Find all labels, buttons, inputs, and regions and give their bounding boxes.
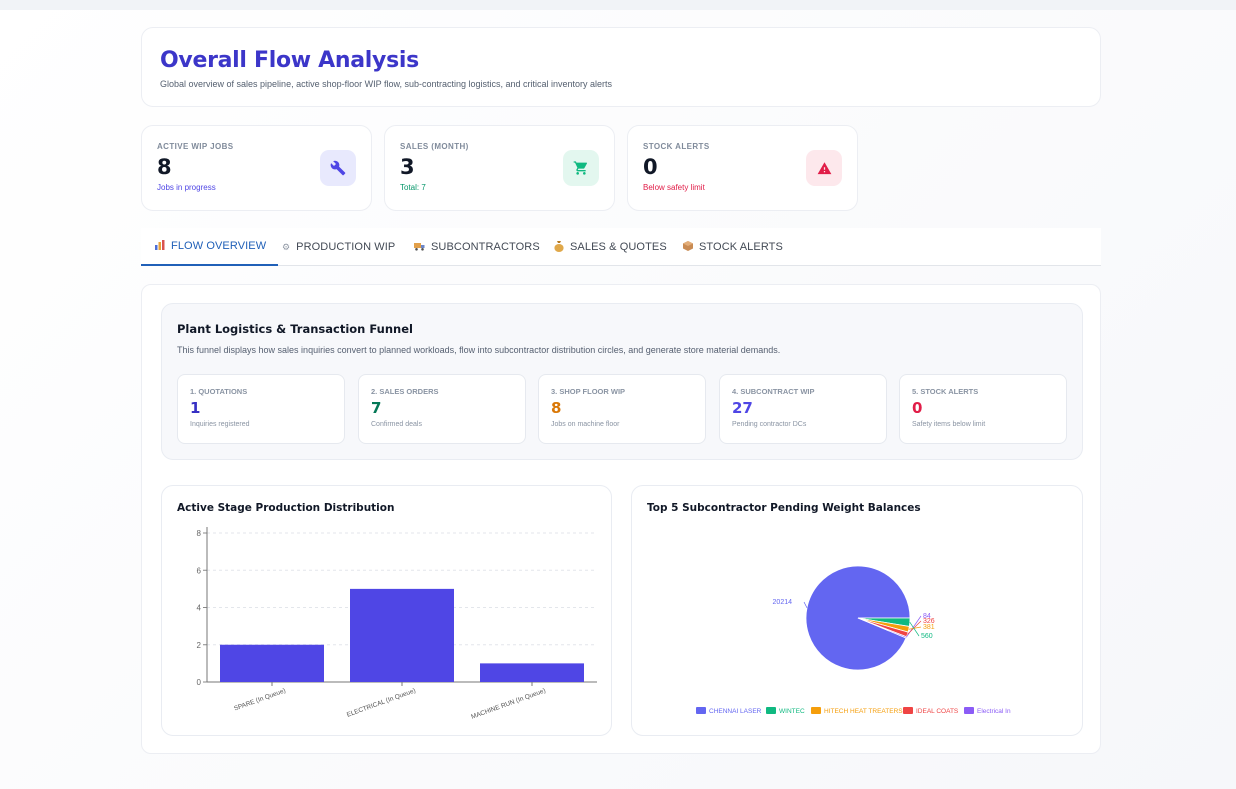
funnel-title: Plant Logistics & Transaction Funnel bbox=[177, 322, 413, 336]
truck-icon bbox=[414, 242, 425, 253]
slice-label-line bbox=[905, 615, 922, 638]
y-tick-label: 2 bbox=[197, 641, 202, 650]
slice-label-line bbox=[907, 620, 922, 635]
legend-label: IDEAL COATS bbox=[916, 708, 959, 715]
tab-sales-quotes[interactable]: SALES & QUOTES bbox=[554, 228, 667, 266]
kpi-card-sales: SALES (MONTH) 3 Total: 7 bbox=[384, 125, 615, 211]
funnel-stage-stock-alerts: 5. STOCK ALERTS 0 Safety items below lim… bbox=[899, 374, 1067, 444]
flow-overview-panel: Plant Logistics & Transaction Funnel Thi… bbox=[141, 284, 1101, 754]
funnel-stage-quotations: 1. QUOTATIONS 1 Inquiries registered bbox=[177, 374, 345, 444]
legend-swatch bbox=[696, 707, 706, 714]
slice-label-line bbox=[803, 601, 808, 608]
money-bag-icon bbox=[554, 240, 564, 254]
kpi-note: Below safety limit bbox=[643, 183, 705, 192]
stage-note: Jobs on machine floor bbox=[551, 421, 620, 428]
tab-label: SUBCONTRACTORS bbox=[431, 241, 540, 253]
stage-label: 4. SUBCONTRACT WIP bbox=[732, 387, 815, 396]
x-tick-label: MACHINE RUN (In Queue) bbox=[470, 687, 546, 721]
tab-stock-alerts[interactable]: STOCK ALERTS bbox=[683, 228, 783, 266]
kpi-value: 3 bbox=[400, 155, 415, 179]
pie-chart-card: Top 5 Subcontractor Pending Weight Balan… bbox=[631, 485, 1083, 736]
kpi-note: Jobs in progress bbox=[157, 183, 216, 192]
legend-swatch bbox=[964, 707, 974, 714]
page-subtitle: Global overview of sales pipeline, activ… bbox=[160, 79, 613, 89]
bar-chart: 0 2 4 6 8 SPARE (In Queue) ELECTRICAL (In Queu… bbox=[197, 527, 597, 721]
slice-value-label: 20214 bbox=[773, 599, 793, 606]
slice-label-line bbox=[908, 626, 922, 630]
slice-value-label: 84 bbox=[923, 613, 931, 620]
bar bbox=[220, 644, 324, 682]
legend-label: HITECH HEAT TREATERS bbox=[824, 708, 903, 715]
page-title: Overall Flow Analysis bbox=[160, 48, 419, 73]
bar-chart-title: Active Stage Production Distribution bbox=[177, 502, 395, 514]
y-tick-label: 0 bbox=[197, 678, 202, 687]
stage-label: 5. STOCK ALERTS bbox=[912, 387, 979, 396]
x-tick-label: ELECTRICAL (In Queue) bbox=[346, 687, 417, 718]
kpi-card-stock-alerts: STOCK ALERTS 0 Below safety limit bbox=[627, 125, 858, 211]
slice-value-label: 326 bbox=[923, 618, 935, 625]
stage-label: 1. QUOTATIONS bbox=[190, 387, 248, 396]
kpi-card-active-wip: ACTIVE WIP JOBS 8 Jobs in progress bbox=[141, 125, 372, 211]
kpi-label: ACTIVE WIP JOBS bbox=[157, 142, 234, 151]
tab-label: STOCK ALERTS bbox=[699, 241, 783, 253]
kpi-value: 0 bbox=[643, 155, 658, 179]
gear-icon: ⚙ bbox=[282, 241, 291, 252]
legend-label: Electrical In bbox=[977, 708, 1011, 715]
funnel-stage-shop-floor-wip: 3. SHOP FLOOR WIP 8 Jobs on machine floo… bbox=[538, 374, 706, 444]
funnel-description: This funnel displays how sales inquiries… bbox=[177, 345, 781, 355]
cart-icon bbox=[563, 150, 599, 186]
kpi-label: SALES (MONTH) bbox=[400, 142, 469, 151]
tab-subcontractors[interactable]: SUBCONTRACTORS bbox=[414, 228, 540, 266]
slice-value-label: 381 bbox=[923, 624, 935, 631]
pie-chart-title: Top 5 Subcontractor Pending Weight Balan… bbox=[647, 502, 921, 514]
tab-production-wip[interactable]: ⚙ PRODUCTION WIP bbox=[282, 228, 395, 266]
kpi-label: STOCK ALERTS bbox=[643, 142, 710, 151]
legend-swatch bbox=[903, 707, 913, 714]
transaction-funnel: Plant Logistics & Transaction Funnel Thi… bbox=[161, 303, 1083, 460]
y-tick-label: 4 bbox=[197, 604, 202, 613]
stage-value: 27 bbox=[732, 399, 753, 417]
stage-value: 0 bbox=[912, 399, 923, 417]
top-strip bbox=[0, 0, 1236, 10]
wrench-icon bbox=[320, 150, 356, 186]
kpi-note: Total: 7 bbox=[400, 183, 426, 192]
y-tick-label: 6 bbox=[197, 566, 202, 575]
tab-label: PRODUCTION WIP bbox=[296, 241, 396, 253]
stage-note: Pending contractor DCs bbox=[732, 421, 807, 428]
y-tick-label: 8 bbox=[197, 529, 202, 538]
stage-note: Safety items below limit bbox=[912, 421, 986, 428]
stage-note: Inquiries registered bbox=[190, 421, 250, 428]
funnel-stage-sales-orders: 2. SALES ORDERS 7 Confirmed deals bbox=[358, 374, 526, 444]
box-icon bbox=[683, 241, 693, 253]
x-tick-label: SPARE (In Queue) bbox=[233, 687, 287, 712]
stage-value: 8 bbox=[551, 399, 562, 417]
chart-icon bbox=[155, 240, 165, 252]
legend-label: CHENNAI LASER bbox=[709, 708, 762, 715]
bar bbox=[350, 588, 454, 682]
bar-chart-card: Active Stage Production Distribution 0 2 4… bbox=[161, 485, 612, 736]
slice-value-label: 560 bbox=[921, 633, 933, 640]
stage-label: 3. SHOP FLOOR WIP bbox=[551, 387, 626, 396]
legend-label: WINTEC bbox=[779, 708, 805, 715]
kpi-value: 8 bbox=[157, 155, 172, 179]
bar bbox=[480, 663, 584, 682]
warning-icon bbox=[806, 150, 842, 186]
stage-value: 7 bbox=[371, 399, 382, 417]
tab-flow-overview[interactable]: FLOW OVERVIEW bbox=[141, 228, 279, 266]
stage-label: 2. SALES ORDERS bbox=[371, 387, 439, 396]
legend-swatch bbox=[766, 707, 776, 714]
slice-label-line bbox=[909, 622, 920, 637]
tab-label: SALES & QUOTES bbox=[570, 241, 667, 253]
legend-swatch bbox=[811, 707, 821, 714]
tab-bar: FLOW OVERVIEW ⚙ PRODUCTION WIP SUBCONTRA… bbox=[141, 228, 1101, 266]
funnel-stage-subcontract-wip: 4. SUBCONTRACT WIP 27 Pending contractor… bbox=[719, 374, 887, 444]
stage-value: 1 bbox=[190, 399, 201, 417]
stage-note: Confirmed deals bbox=[371, 421, 422, 428]
page-header: Overall Flow Analysis Global overview of… bbox=[141, 27, 1101, 107]
tab-label: FLOW OVERVIEW bbox=[171, 240, 267, 252]
